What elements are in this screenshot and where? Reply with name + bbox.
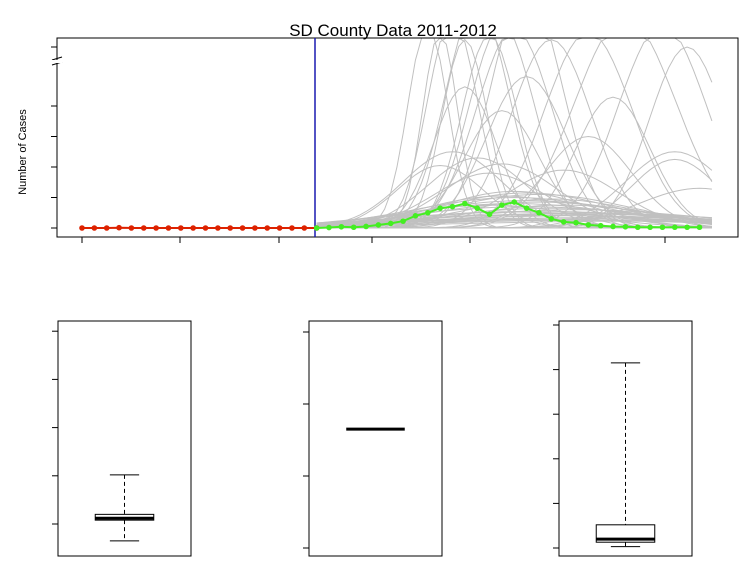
forecast-period-point [499, 202, 505, 208]
observed-point [165, 225, 172, 231]
forecast-period-point [548, 216, 555, 222]
observed-point [202, 225, 209, 231]
observed-point [116, 224, 122, 231]
observed-point [91, 225, 98, 231]
observed-point [153, 225, 159, 231]
forecast-period-point [350, 224, 357, 231]
observed-point [276, 225, 283, 231]
forecast-period-point [412, 213, 419, 219]
observed-point [140, 225, 147, 231]
forecast-period-point [622, 223, 629, 230]
forecast-period-point [560, 219, 567, 225]
forecast-period-point [696, 224, 703, 231]
forecast-period-point [672, 224, 678, 231]
forecast-period-point [659, 224, 666, 231]
observed-point [215, 225, 221, 231]
observed-point [301, 225, 308, 231]
forecast-period-point [634, 224, 641, 231]
forecast-period-point [326, 224, 332, 231]
axis-break [51, 56, 63, 66]
forecast-period-point [387, 220, 394, 227]
simulation-line [316, 213, 712, 225]
observed-point [227, 225, 233, 231]
x-axis-ticks [81, 237, 666, 243]
peak-boxplot-panel [553, 320, 693, 557]
observed-series [79, 199, 703, 231]
observed-point [128, 225, 135, 231]
forecast-period-point [610, 223, 616, 230]
forecast-period-point [449, 203, 456, 210]
forecast-period-point [474, 205, 481, 211]
observed-point [103, 225, 110, 231]
forecast-period-point [486, 211, 493, 218]
y-axis-label: Number of Cases [17, 109, 29, 195]
observed-point [264, 225, 271, 231]
forecast-period-point [400, 218, 406, 224]
forecast-period-point [511, 199, 518, 205]
forecast-period-point [684, 224, 690, 231]
forecast-period-point [313, 225, 320, 231]
pc-boxplot-panel [303, 320, 443, 557]
simulation-line [316, 215, 712, 226]
forecast-period-point [338, 223, 345, 230]
forecast-period-point [597, 222, 604, 229]
forecast-period-point [523, 205, 530, 211]
plot-frame [558, 320, 693, 557]
observed-point [79, 225, 85, 231]
chart-title: SD County Data 2011-2012 [289, 21, 497, 40]
forecast-period-point [375, 222, 382, 228]
forecast-period-point [573, 219, 579, 226]
forecast-period-point [647, 224, 653, 231]
plot-frame [308, 320, 443, 557]
time-series-panel: SD County Data 2011-2012 Number of Cases [17, 21, 739, 243]
forecast-period-point [437, 205, 443, 211]
forecast-period-point [462, 200, 468, 207]
plot-frame [57, 320, 192, 557]
observed-point [239, 225, 246, 231]
observed-point [190, 225, 196, 231]
plot-frame [56, 37, 739, 238]
r0-boxplot-panel [52, 320, 192, 557]
forecast-period-point [585, 222, 592, 228]
observed-point [289, 225, 295, 231]
forecast-period-point [425, 209, 431, 216]
observed-point [252, 225, 258, 231]
forecast-period-point [363, 223, 369, 230]
forecast-period-point [536, 209, 542, 216]
simulation-line [316, 158, 713, 229]
y-axis-ticks [51, 46, 57, 229]
observed-point [178, 225, 184, 231]
